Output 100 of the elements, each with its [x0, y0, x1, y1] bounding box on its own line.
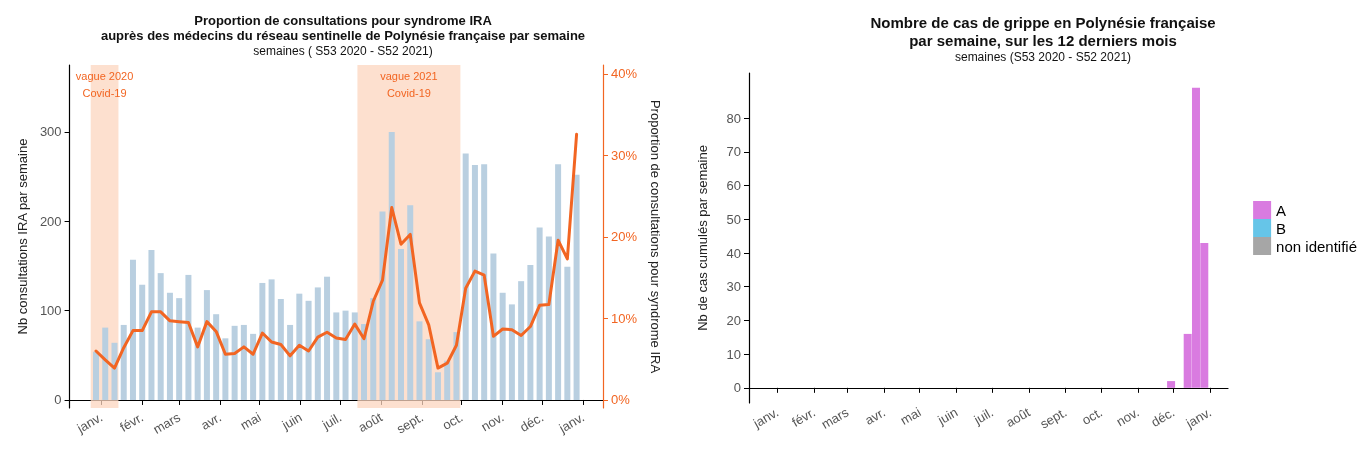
y2-tick-label: 30% — [611, 147, 638, 163]
y-tick-label: 200 — [39, 213, 62, 229]
bar — [129, 259, 136, 400]
bar — [434, 372, 441, 400]
bar — [342, 310, 349, 400]
y-tick-label: 20 — [726, 312, 741, 328]
bar — [499, 292, 506, 400]
x-tick-label: sept. — [393, 409, 426, 437]
bar — [120, 324, 127, 400]
bar — [157, 273, 164, 400]
bar — [555, 164, 562, 400]
y-tick-label: 100 — [39, 303, 62, 319]
y-axis-title: Nb consultations IRA par semaine — [15, 138, 30, 335]
line-series — [94, 132, 579, 370]
x-tick-label: nov. — [478, 409, 507, 435]
bar — [370, 298, 377, 400]
bar — [296, 293, 303, 400]
bar — [324, 276, 331, 400]
bar — [444, 360, 451, 400]
bar — [425, 339, 432, 400]
y-axis-title: Nb de cas cumulés par semaine — [695, 145, 710, 331]
y-tick-label: 0 — [54, 392, 62, 408]
bar — [250, 333, 257, 400]
bar — [481, 164, 488, 400]
y-tick-label: 70 — [726, 144, 741, 160]
bar — [490, 253, 497, 400]
x-tick-label: mars — [150, 409, 184, 437]
y2-tick-label: 10% — [611, 310, 638, 326]
legend-label: B — [1276, 219, 1287, 237]
bar — [222, 338, 229, 400]
y-tick-label: 300 — [39, 124, 62, 140]
bar — [407, 205, 414, 400]
y-tick-label: 60 — [726, 178, 741, 194]
bar — [416, 321, 423, 400]
x-tick-label: janv. — [749, 404, 782, 432]
bar — [518, 281, 525, 400]
bar — [287, 324, 294, 400]
bar — [508, 304, 515, 400]
bar — [314, 287, 321, 400]
bar — [102, 327, 109, 400]
bar — [185, 274, 192, 400]
x-tick-label: janv. — [1182, 404, 1214, 432]
bar — [333, 312, 340, 400]
y2-axis-title: Proportion de consultations pour syndrome IRA — [648, 99, 663, 374]
x-tick-label: nov. — [1113, 404, 1142, 430]
x-tick-label: sept. — [1037, 404, 1070, 432]
y-tick-label: 80 — [726, 110, 741, 126]
bar — [231, 325, 238, 400]
y-tick-label: 30 — [726, 279, 741, 295]
x-tick-label: juil. — [970, 404, 996, 428]
band-label: vague 2021 Covid-19 — [380, 69, 438, 99]
bar — [471, 165, 478, 400]
bar — [462, 153, 469, 400]
y-tick-label: 40 — [726, 245, 741, 261]
bar — [573, 174, 580, 400]
y-tick-label: 0 — [733, 380, 741, 396]
bar — [268, 279, 275, 400]
x-tick-label: juin — [278, 409, 305, 434]
x-tick-label: oct. — [1079, 404, 1105, 428]
bar — [111, 342, 118, 400]
bar — [397, 249, 404, 400]
x-tick-label: mai — [897, 404, 924, 428]
x-tick-label: févr. — [117, 409, 146, 435]
bar — [545, 236, 552, 400]
y-tick-label: 50 — [726, 211, 741, 227]
bar — [536, 227, 543, 400]
bar — [1167, 381, 1176, 388]
bar — [351, 312, 358, 400]
x-tick-label: oct. — [439, 409, 466, 433]
bar — [240, 324, 247, 400]
x-tick-label: févr. — [789, 404, 818, 430]
chart-subtitle: semaines ( S53 2020 - S52 2021) — [253, 44, 433, 58]
bar — [93, 351, 99, 400]
bar — [203, 290, 210, 400]
chart-title: Proportion de consultations pour syndrome IRA auprès des médecins du réseau sentinelle de Polynésie française par semaine — [100, 13, 586, 43]
y2-tick-label: 0% — [611, 392, 631, 408]
x-tick-label: déc. — [1148, 404, 1178, 430]
y-tick-label: 10 — [726, 346, 741, 362]
bar — [379, 211, 386, 400]
x-tick-label: avr. — [862, 404, 888, 428]
x-tick-label: mai — [237, 409, 264, 433]
bar — [213, 314, 220, 400]
bar — [388, 131, 395, 400]
x-tick-label: août — [355, 409, 386, 436]
bar — [527, 265, 534, 400]
x-tick-label: janv. — [555, 409, 587, 437]
y2-tick-label: 20% — [611, 229, 638, 245]
bar — [259, 282, 266, 400]
bar — [564, 266, 571, 400]
band-label: vague 2020 Covid-19 — [75, 69, 134, 99]
bar — [139, 284, 146, 400]
legend-label: A — [1276, 201, 1287, 219]
bar — [166, 292, 173, 400]
bar — [305, 300, 312, 400]
bar — [176, 298, 183, 400]
x-tick-label: juin — [934, 404, 961, 429]
x-tick-label: janv. — [73, 409, 106, 437]
y2-tick-label: 40% — [611, 66, 638, 82]
x-tick-label: avr. — [198, 409, 224, 433]
x-tick-label: août — [1003, 404, 1033, 431]
